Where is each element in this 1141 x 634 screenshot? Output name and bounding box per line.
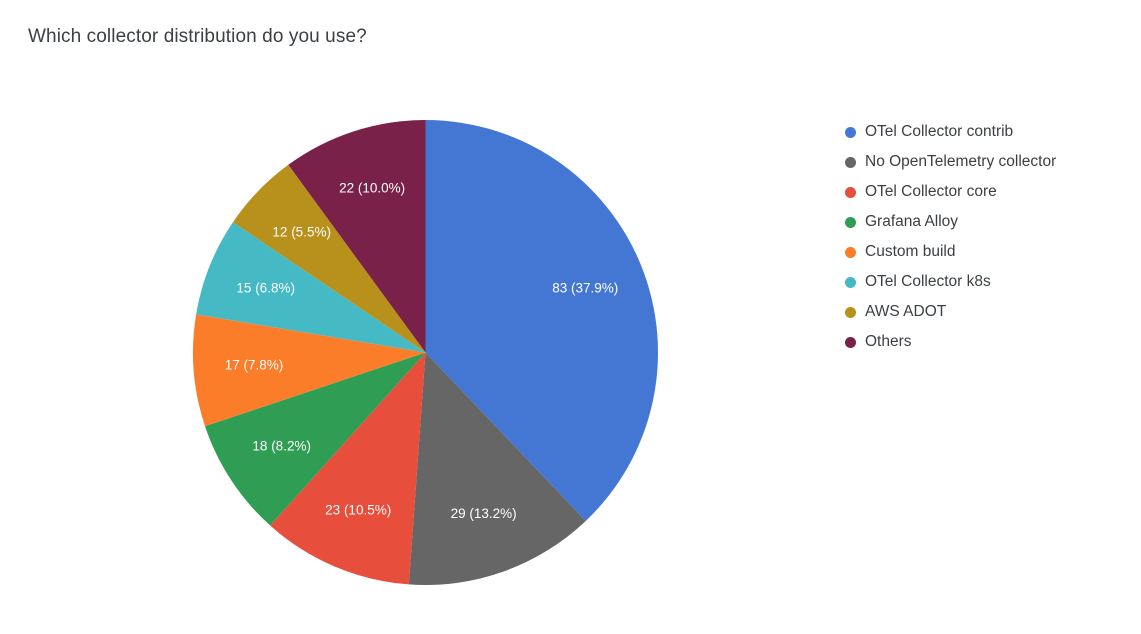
legend-dot-icon	[845, 126, 856, 138]
pie-slice-6[interactable]	[233, 164, 426, 353]
legend-label: Custom build	[865, 243, 956, 260]
legend-item-2[interactable]: OTel Collector core	[845, 177, 1056, 207]
legend-item-3[interactable]: Grafana Alloy	[845, 207, 1056, 237]
chart-title: Which collector distribution do you use?	[28, 26, 367, 47]
legend-item-5[interactable]: OTel Collector k8s	[845, 267, 1056, 297]
legend-dot-icon	[845, 246, 856, 258]
legend-dot-icon	[845, 156, 856, 168]
pie-slice-3[interactable]	[205, 352, 426, 526]
legend-label: OTel Collector contrib	[865, 123, 1014, 140]
slice-label-3: 18 (8.2%)	[252, 438, 311, 453]
legend-item-1[interactable]: No OpenTelemetry collector	[845, 147, 1056, 177]
chart-legend: OTel Collector contrib No OpenTelemetry c…	[845, 117, 1056, 357]
pie-slice-0[interactable]	[425, 120, 658, 521]
legend-item-0[interactable]: OTel Collector contrib	[845, 117, 1056, 147]
legend-item-6[interactable]: AWS ADOT	[845, 297, 1056, 327]
slice-label-0: 83 (37.9%)	[552, 280, 618, 295]
legend-label: AWS ADOT	[865, 303, 947, 320]
legend-dot-icon	[845, 216, 856, 228]
pie-slice-2[interactable]	[270, 352, 426, 585]
slice-label-4: 17 (7.8%)	[225, 358, 284, 373]
legend-label: Others	[865, 333, 912, 350]
legend-dot-icon	[845, 336, 856, 348]
legend-label: Grafana Alloy	[865, 213, 959, 230]
slice-label-2: 23 (10.5%)	[325, 502, 391, 517]
legend-label: OTel Collector core	[865, 183, 997, 200]
pie-slice-1[interactable]	[408, 352, 586, 585]
slice-label-7: 22 (10.0%)	[339, 180, 405, 195]
pie-slice-4[interactable]	[193, 314, 426, 427]
pie-slice-7[interactable]	[288, 120, 426, 353]
legend-dot-icon	[845, 276, 856, 288]
legend-label: OTel Collector k8s	[865, 273, 991, 290]
legend-item-4[interactable]: Custom build	[845, 237, 1056, 267]
legend-dot-icon	[845, 186, 856, 198]
slice-label-5: 15 (6.8%)	[236, 280, 295, 295]
legend-label: No OpenTelemetry collector	[865, 153, 1057, 170]
slice-label-1: 29 (13.2%)	[451, 506, 517, 521]
legend-dot-icon	[845, 306, 856, 318]
slice-label-6: 12 (5.5%)	[272, 225, 331, 240]
legend-item-7[interactable]: Others	[845, 327, 1056, 357]
pie-slice-5[interactable]	[196, 222, 426, 353]
